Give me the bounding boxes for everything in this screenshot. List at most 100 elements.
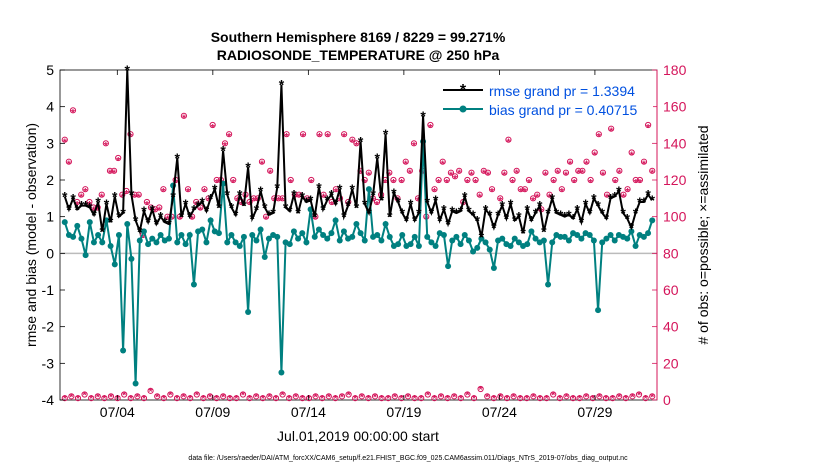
obs-possible-point [69,107,77,114]
obs-possible-low-point [622,395,629,402]
obs-possible-point [497,195,504,202]
obs-assimilated-point: * [486,171,490,182]
obs-assimilated-point: * [309,178,313,189]
rmse-point: * [533,205,539,221]
obs-assimilated-low-point: * [261,394,265,405]
rmse-point: * [537,198,543,214]
bias-point [182,241,189,248]
obs-possible-low-point [292,393,299,400]
obs-assimilated-low-point: * [122,391,126,402]
bias-point [140,228,147,235]
obs-assimilated-point: * [470,171,474,182]
obs-assimilated-low-point: * [347,391,351,402]
obs-assimilated-low-point: * [314,392,318,403]
obs-assimilated-point: * [404,160,408,171]
obs-possible-point [488,186,496,193]
rmse-point: * [129,187,135,203]
obs-possible-low-point [127,395,134,402]
bias-point [561,233,568,240]
obs-assimilated-low-point: * [650,392,654,403]
rmse-point: * [250,211,256,227]
obs-assimilated-low-point: * [439,392,443,403]
obs-possible-low-point [239,391,247,398]
obs-possible-low-point [431,395,438,402]
rmse-point: * [345,198,351,214]
obs-assimilated-point: * [408,169,412,180]
rmse-point: * [550,190,556,206]
rmse-point: * [387,209,393,225]
bias-point [453,233,460,240]
rmse-point: * [195,198,201,214]
obs-assimilated-point: * [338,196,342,207]
obs-assimilated-point: * [506,138,510,149]
y-tick-label-left: 4 [46,99,54,115]
y-tick-label-left: -2 [42,319,55,335]
obs-assimilated-point: * [198,205,202,216]
rmse-point: * [225,187,231,203]
bias-point [236,243,243,249]
rmse-point: * [379,192,385,208]
obs-possible-point [517,186,524,193]
obs-possible-point [324,131,331,138]
obs-possible-low-point [371,393,379,400]
obs-assimilated-point: * [449,171,453,182]
bias-point [632,243,639,249]
bias-point [111,261,118,268]
obs-possible-low-point [418,395,425,402]
obs-assimilated-point: * [400,178,404,189]
obs-possible-low-point [616,393,623,400]
rmse-point: * [304,194,310,210]
rmse-point: * [229,200,235,216]
obs-assimilated-point: * [527,178,531,189]
obs-possible-point [554,167,561,174]
obs-assimilated-low-point: * [327,392,331,403]
obs-assimilated-point: * [457,169,461,180]
obs-possible-point [213,176,220,184]
rmse-point: * [483,201,489,217]
obs-assimilated-low-point: * [96,392,100,403]
obs-possible-point [628,149,635,156]
bias-point [557,233,564,240]
obs-possible-point [579,167,586,174]
bias-point [286,241,293,248]
y-tick-label-left: 3 [46,135,54,151]
y-tick-label-left: 5 [46,62,54,78]
rmse-point: * [341,209,347,225]
obs-assimilated-point: * [120,193,124,204]
bias-point [449,237,456,244]
obs-possible-point [410,140,418,147]
obs-assimilated-point: * [124,189,128,200]
rmse-point: * [308,192,314,208]
bias-point [440,232,447,238]
rmse-point: * [75,201,81,217]
bias-point [157,232,164,238]
obs-assimilated-low-point: * [234,394,238,405]
rmse-point: * [450,203,456,219]
obs-possible-point [102,140,109,147]
bias-point [490,265,497,271]
obs-possible-low-point [94,393,101,400]
obs-assimilated-point: * [174,178,178,189]
obs-possible-point [61,136,68,143]
bias-point [353,221,360,227]
bias-point [128,255,135,262]
rmse-point: * [104,196,110,212]
obs-assimilated-point: * [153,207,157,218]
rmse-point: * [112,189,118,205]
bias-point [199,226,206,233]
bias-point [624,235,631,242]
rmse-point: * [237,187,243,203]
obs-assimilated-low-point: * [591,394,595,405]
bias-point [320,232,327,238]
bias-point [411,233,418,240]
bias-point [445,263,452,270]
bias-point [549,239,556,246]
bias-point [432,243,439,249]
obs-possible-point [361,176,368,184]
obs-assimilated-low-point: * [373,392,377,403]
rmse-point: * [87,200,93,216]
obs-assimilated-point: * [535,193,539,204]
bias-point [82,252,89,259]
obs-assimilated-point: * [75,200,79,211]
